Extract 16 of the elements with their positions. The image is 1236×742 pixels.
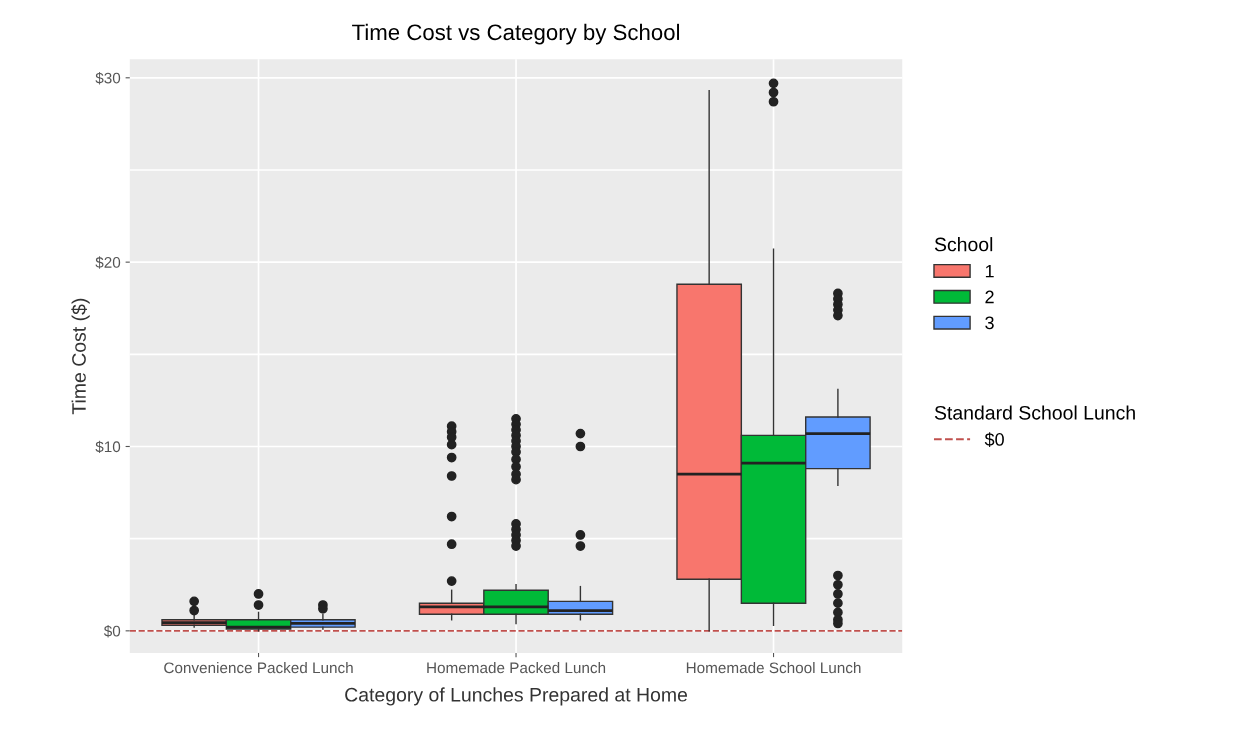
x-tick-label: Homemade Packed Lunch xyxy=(427,661,606,674)
chart-title: Time Cost vs Category by School xyxy=(352,23,680,45)
x-tick-label: Convenience Packed Lunch xyxy=(164,661,353,674)
legend-label: 1 xyxy=(985,264,994,278)
legend-title: School xyxy=(934,237,993,252)
legend-label: 2 xyxy=(985,290,994,304)
x-axis-title: Category of Lunches Prepared at Home xyxy=(345,687,688,706)
text: Standard School Lunch xyxy=(934,405,1135,420)
y-tick-label: $0 xyxy=(103,625,121,638)
y-axis-title: Time Cost ($) xyxy=(71,298,90,415)
y-tick-label: $20 xyxy=(95,256,121,269)
legend-label: 3 xyxy=(985,316,994,330)
x-tick-label: Homemade School Lunch xyxy=(686,661,861,674)
y-tick-label: $30 xyxy=(95,72,121,85)
y-tick-label: $10 xyxy=(95,440,121,454)
legend-label: $0 xyxy=(984,432,1004,447)
